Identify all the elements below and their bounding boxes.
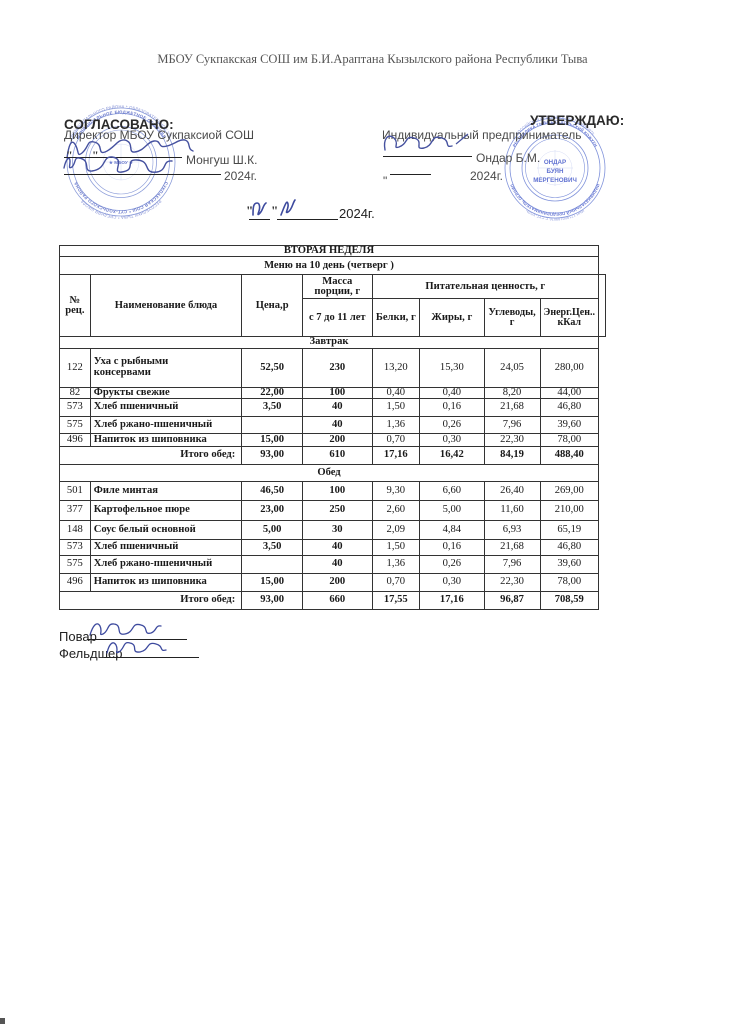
- svg-text:ИНДИВИДУАЛЬНЫЙ ПРЕДПРИНИМАТЕЛЬ: ИНДИВИДУАЛЬНЫЙ ПРЕДПРИНИМАТЕЛЬ ОГРНИП: [509, 183, 601, 217]
- svg-text:БУЯН: БУЯН: [547, 168, 564, 175]
